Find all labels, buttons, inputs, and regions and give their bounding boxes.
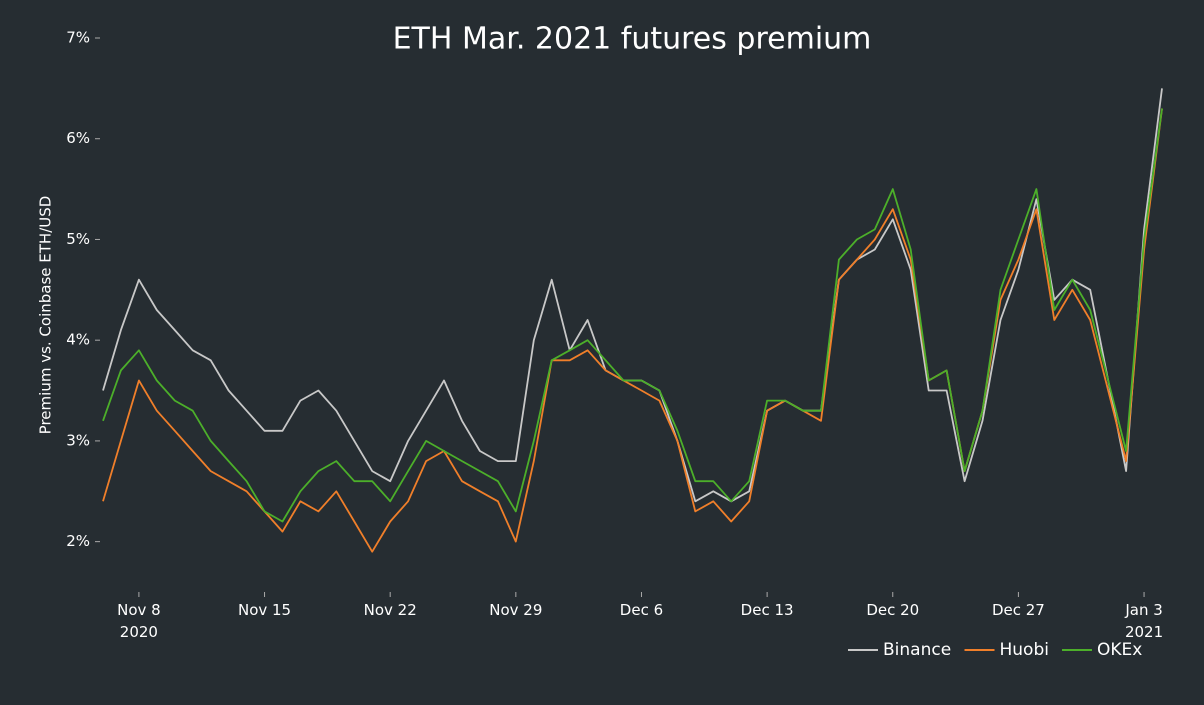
x-tick-label: Dec 20 (866, 601, 919, 619)
x-tick-label-line: 2021 (1125, 623, 1163, 641)
x-tick-label: Nov 29 (489, 601, 542, 619)
x-tick-label-line: Dec 27 (992, 601, 1045, 619)
y-axis-label: Premium vs. Coinbase ETH/USD (37, 196, 55, 435)
x-tick-label: Nov 22 (364, 601, 417, 619)
legend-label: Binance (883, 640, 951, 660)
x-tick-label: Jan 3 2021 (1124, 601, 1163, 641)
x-tick-label-line: Nov 8 (117, 601, 161, 619)
x-tick-label-line: Nov 22 (364, 601, 417, 619)
x-tick-label-line: Dec 20 (866, 601, 919, 619)
legend-label: Huobi (1000, 640, 1049, 660)
x-tick-label: Dec 27 (992, 601, 1045, 619)
x-tick-label-line: Nov 29 (489, 601, 542, 619)
y-tick-label: 7% (66, 29, 90, 47)
x-tick-label-line: Jan 3 (1124, 601, 1162, 619)
y-tick-label: 5% (66, 230, 90, 248)
legend-label: OKEx (1097, 640, 1142, 660)
x-tick-label: Dec 6 (620, 601, 663, 619)
y-tick-label: 3% (66, 431, 90, 449)
y-tick-label: 2% (66, 532, 90, 550)
x-tick-label-line: Nov 15 (238, 601, 291, 619)
y-tick-label: 6% (66, 129, 90, 147)
x-tick-label: Nov 8 2020 (117, 601, 161, 641)
x-tick-label-line: Dec 6 (620, 601, 663, 619)
chart-title: ETH Mar. 2021 futures premium (393, 22, 872, 57)
x-tick-label: Dec 13 (741, 601, 794, 619)
line-series (102, 108, 1163, 523)
y-tick-label: 4% (66, 331, 90, 349)
x-tick-label-line: Dec 13 (741, 601, 794, 619)
x-tick-label-line: 2020 (120, 623, 158, 641)
x-tick-label: Nov 15 (238, 601, 291, 619)
